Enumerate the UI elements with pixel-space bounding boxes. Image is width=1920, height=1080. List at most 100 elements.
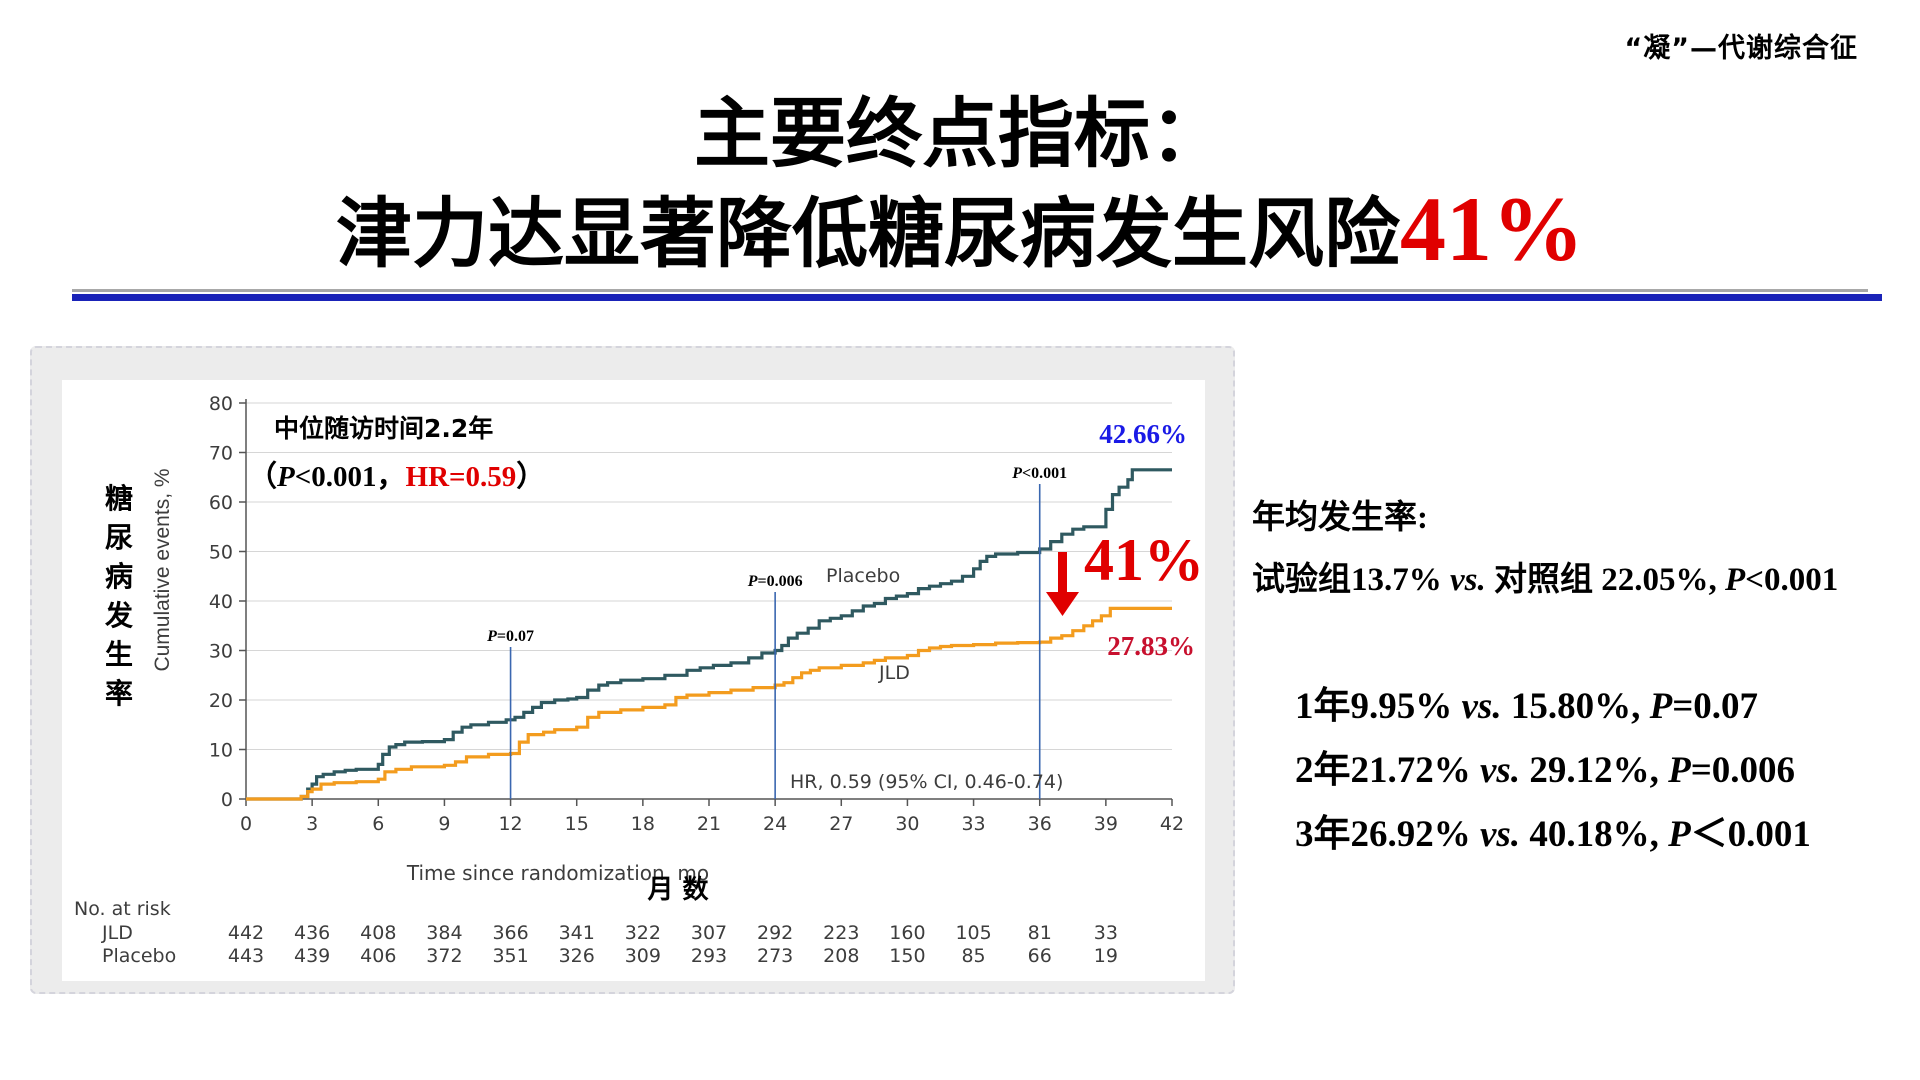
yearly-comparison-list: 1年9.95% vs. 15.80%, P=0.07 2年21.72% vs. … bbox=[1295, 675, 1811, 867]
risk-cell: 33 bbox=[1094, 922, 1118, 944]
risk-cell: 293 bbox=[691, 945, 727, 967]
y-tick-label: 80 bbox=[209, 393, 233, 415]
p-marker-label: P=0.07 bbox=[486, 628, 534, 645]
y-tick-label: 60 bbox=[209, 492, 233, 514]
p-symbol: P bbox=[1725, 562, 1746, 598]
risk-cell: 66 bbox=[1028, 945, 1052, 967]
down-arrow-icon bbox=[1046, 552, 1079, 616]
x-tick-label: 24 bbox=[763, 813, 787, 835]
p-value: ＜0.001 bbox=[1690, 814, 1811, 855]
risk-cell: 443 bbox=[228, 945, 264, 967]
series-line-placebo bbox=[246, 468, 1172, 801]
p-symbol: P bbox=[486, 628, 497, 645]
risk-row-label: Placebo bbox=[102, 945, 176, 967]
risk-cell: 384 bbox=[426, 922, 462, 944]
jld-series-label: JLD bbox=[878, 662, 910, 684]
p-marker-label: P=0.006 bbox=[747, 573, 803, 590]
year-rate: 2年21.72% bbox=[1295, 750, 1480, 791]
y-axis-label-cn-char: 发 bbox=[104, 599, 133, 632]
y-tick-label: 50 bbox=[209, 542, 233, 564]
risk-cell: 309 bbox=[625, 945, 661, 967]
x-tick-label: 33 bbox=[961, 813, 985, 835]
x-tick-label: 21 bbox=[697, 813, 721, 835]
risk-cell: 105 bbox=[955, 922, 991, 944]
risk-cell: 292 bbox=[757, 922, 793, 944]
risk-cell: 341 bbox=[559, 922, 595, 944]
p-value: <0.001， bbox=[295, 461, 406, 493]
placebo-series-label: Placebo bbox=[826, 565, 900, 587]
risk-cell: 351 bbox=[492, 945, 528, 967]
x-tick-label: 9 bbox=[438, 813, 450, 835]
risk-cell: 19 bbox=[1094, 945, 1118, 967]
x-tick-label: 36 bbox=[1028, 813, 1052, 835]
control-rate: 40.18%, bbox=[1520, 814, 1669, 855]
chart-series bbox=[246, 468, 1172, 801]
x-tick-label: 15 bbox=[565, 813, 589, 835]
section-tag: “凝”—代谢综合征 bbox=[1624, 33, 1858, 64]
series-line-jld bbox=[246, 606, 1172, 801]
control-group-rate: 对照组 22.05%, bbox=[1485, 562, 1725, 598]
risk-cell: 273 bbox=[757, 945, 793, 967]
y-tick-label: 70 bbox=[209, 443, 233, 465]
risk-cell: 81 bbox=[1028, 922, 1052, 944]
x-axis-label-cn: 月 数 bbox=[646, 875, 709, 905]
x-tick-label: 6 bbox=[372, 813, 384, 835]
x-tick-label: 18 bbox=[631, 813, 655, 835]
risk-cell: 223 bbox=[823, 922, 859, 944]
y-axis-label-cn-char: 生 bbox=[105, 638, 133, 671]
risk-cell: 406 bbox=[360, 945, 396, 967]
x-tick-label: 0 bbox=[240, 813, 252, 835]
risk-cell: 150 bbox=[889, 945, 925, 967]
risk-cell: 85 bbox=[961, 945, 985, 967]
p-value: =0.006 bbox=[757, 573, 802, 590]
p-symbol: P bbox=[276, 461, 295, 493]
yearly-comparison-row: 3年26.92% vs. 40.18%, P＜0.001 bbox=[1295, 803, 1811, 867]
risk-cell: 439 bbox=[294, 945, 330, 967]
risk-cell: 442 bbox=[228, 922, 264, 944]
y-axis-label-cn-char: 尿 bbox=[105, 521, 133, 554]
p-symbol: P bbox=[1649, 686, 1673, 727]
y-axis-label-cn-char: 糖 bbox=[105, 482, 133, 515]
title-main-text: 津力达显著降低糖尿病发生风险 bbox=[336, 189, 1400, 278]
x-tick-label: 39 bbox=[1094, 813, 1118, 835]
yearly-comparison-row: 2年21.72% vs. 29.12%, P=0.006 bbox=[1295, 739, 1811, 803]
y-tick-label: 30 bbox=[209, 641, 233, 663]
risk-cell: 208 bbox=[823, 945, 859, 967]
chart-grid bbox=[246, 402, 1172, 750]
risk-cell: 322 bbox=[625, 922, 661, 944]
annual-incidence-block: 年均发生率: 试验组13.7% vs. 对照组 22.05%, P<0.001 bbox=[1252, 490, 1838, 600]
hr-value: HR=0.59 bbox=[406, 461, 517, 493]
p-value: <0.001 bbox=[1745, 562, 1839, 598]
vs-text: vs. bbox=[1461, 686, 1502, 727]
x-tick-label: 3 bbox=[306, 813, 318, 835]
trial-group-rate: 试验组13.7% bbox=[1252, 562, 1450, 598]
risk-cell: 408 bbox=[360, 922, 396, 944]
median-followup-label: 中位随访时间2.2年 bbox=[274, 414, 493, 443]
p-symbol: P bbox=[747, 573, 758, 590]
risk-reduction-label: 41% bbox=[1084, 527, 1204, 593]
risk-cell: 436 bbox=[294, 922, 330, 944]
yearly-comparison-row: 1年9.95% vs. 15.80%, P=0.07 bbox=[1295, 675, 1811, 739]
p-value: <0.001 bbox=[1022, 465, 1067, 482]
y-axis-label-cn-char: 率 bbox=[105, 677, 133, 710]
y-tick-label: 40 bbox=[209, 591, 233, 613]
hr-ci-label: HR, 0.59 (95% CI, 0.46-0.74) bbox=[790, 771, 1063, 793]
risk-cell: 160 bbox=[889, 922, 925, 944]
year-rate: 3年26.92% bbox=[1295, 814, 1480, 855]
p-symbol: P bbox=[1011, 465, 1022, 482]
control-rate: 15.80%, bbox=[1501, 686, 1650, 727]
annual-incidence-heading: 年均发生率: bbox=[1252, 500, 1428, 536]
x-tick-label: 42 bbox=[1160, 813, 1184, 835]
x-tick-label: 30 bbox=[895, 813, 919, 835]
y-tick-label: 10 bbox=[209, 740, 233, 762]
risk-cell: 326 bbox=[559, 945, 595, 967]
overall-p-hr-label: （P<0.001，HR=0.59） bbox=[248, 460, 545, 493]
risk-cell: 307 bbox=[691, 922, 727, 944]
jld-end-value: 27.83% bbox=[1107, 631, 1195, 661]
x-tick-label: 12 bbox=[498, 813, 522, 835]
title-divider-gray bbox=[72, 289, 1868, 292]
vs-text: vs. bbox=[1450, 562, 1486, 598]
